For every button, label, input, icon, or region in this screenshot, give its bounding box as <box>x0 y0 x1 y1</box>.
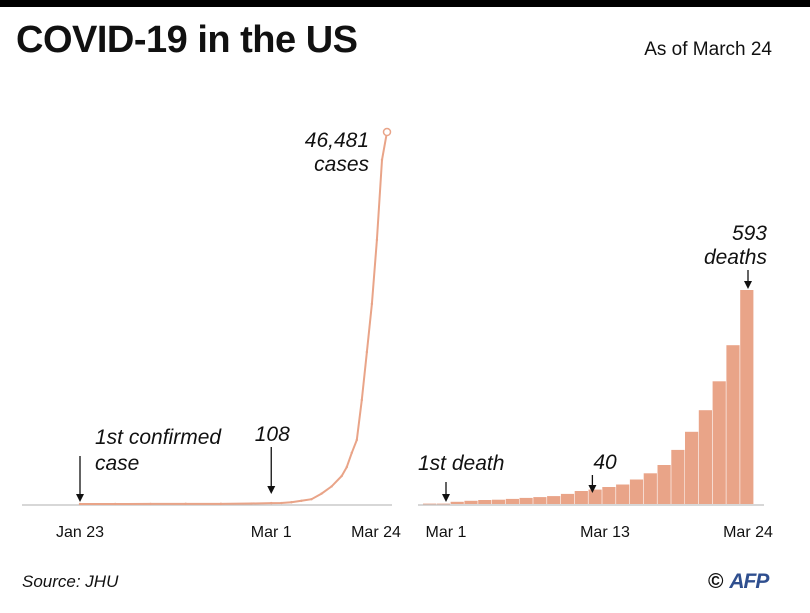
deaths-bar <box>492 499 506 504</box>
mar1-cases-arrow-head <box>267 486 276 494</box>
mar1-cases-label: 108 <box>255 423 290 446</box>
deaths-bar <box>436 503 450 505</box>
cases-point <box>78 502 82 506</box>
deaths-bar <box>560 493 575 504</box>
cases-point <box>340 474 343 478</box>
final-cases-value: 46,481 <box>305 129 369 152</box>
deaths-bar <box>519 497 533 504</box>
cases-point <box>365 350 369 354</box>
deaths-bar <box>547 496 561 504</box>
deaths-bar <box>643 473 657 504</box>
deaths-bar <box>671 449 685 504</box>
mar13-deaths-label: 40 <box>593 451 617 474</box>
cases-x-tick: Jan 23 <box>56 524 104 541</box>
deaths-x-tick: Mar 1 <box>426 524 467 541</box>
cases-point <box>375 238 379 242</box>
cases-point <box>345 465 348 469</box>
deaths-bar <box>685 431 699 504</box>
cases-point <box>310 497 313 501</box>
cases-point <box>370 302 374 306</box>
deaths-bar <box>616 484 630 504</box>
cases-point <box>249 502 253 505</box>
cases-point <box>350 451 353 454</box>
deaths-bar <box>423 503 437 505</box>
cases-point <box>270 501 273 505</box>
cases-point <box>184 502 187 506</box>
first-death-label: 1st death <box>418 452 504 475</box>
copyright-symbol: © <box>708 570 724 593</box>
cases-point <box>380 158 384 162</box>
final-deaths-unit: deaths <box>704 246 768 269</box>
deaths-bar <box>574 491 588 504</box>
brand-top-bar <box>0 0 810 7</box>
agency-credit: © AFP <box>708 570 769 594</box>
deaths-bar <box>450 501 464 504</box>
deaths-bar <box>726 345 740 504</box>
deaths-bar <box>464 500 478 504</box>
deaths-x-tick: Mar 13 <box>580 524 630 541</box>
cases-point <box>149 502 152 506</box>
cases-point <box>360 398 364 402</box>
deaths-bar <box>505 498 519 504</box>
cases-point <box>300 499 303 502</box>
cases-point <box>114 502 117 506</box>
deaths-bar <box>533 497 547 504</box>
final-cases-unit: cases <box>314 153 369 176</box>
cases-x-tick: Mar 1 <box>251 524 292 541</box>
deaths-bar <box>629 479 644 504</box>
afp-logo: AFP <box>729 570 769 593</box>
deaths-bar <box>698 410 712 504</box>
deaths-bar <box>478 500 492 504</box>
cases-x-tick: Mar 24 <box>351 524 401 541</box>
final-deaths-value: 593 <box>732 222 767 245</box>
deaths-bar <box>588 489 602 504</box>
deaths-bar <box>740 290 754 504</box>
mar13-deaths-arrow-head <box>588 485 597 493</box>
cases-point <box>330 485 333 488</box>
final-deaths-arrow-head <box>744 281 752 289</box>
cases-point <box>280 501 283 505</box>
as-of-date: As of March 24 <box>644 39 772 60</box>
deaths-bar <box>602 487 616 504</box>
deaths-bar <box>712 381 726 504</box>
first-death-arrow-head <box>442 494 450 502</box>
first-case-arrow-head <box>76 494 84 502</box>
cases-point <box>219 502 223 506</box>
cases-point <box>320 492 323 495</box>
chart-title: COVID-19 in the US <box>16 19 358 61</box>
source-note: Source: JHU <box>22 572 119 591</box>
cases-end-marker <box>382 127 392 137</box>
cases-point <box>290 501 293 504</box>
deaths-bar <box>657 465 671 504</box>
deaths-x-tick: Mar 24 <box>723 524 773 541</box>
cases-point <box>355 438 359 442</box>
first-case-label-2: case <box>95 452 139 475</box>
first-case-label-1: 1st confirmed <box>95 426 222 449</box>
